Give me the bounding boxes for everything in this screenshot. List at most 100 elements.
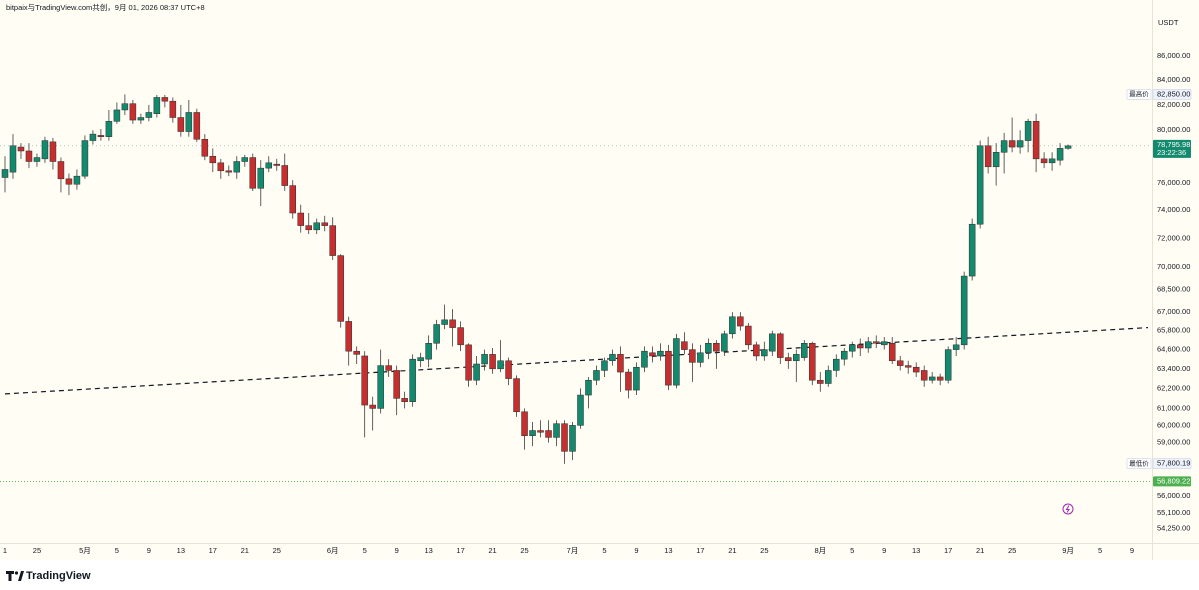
candle-body <box>577 394 584 426</box>
candle-body <box>17 146 25 152</box>
x-tick-label: 7月 <box>567 546 579 555</box>
candle-body <box>489 354 496 370</box>
x-tick-label: 25 <box>33 546 41 555</box>
candle-body <box>928 376 936 381</box>
candle-body <box>105 121 113 137</box>
candle-body <box>401 398 408 402</box>
y-tick-label: 70,000.00 <box>1157 262 1190 271</box>
x-tick-label: 8月 <box>814 546 826 555</box>
candle-body <box>864 341 872 349</box>
candle-body <box>441 319 448 325</box>
logo-dot <box>14 571 19 575</box>
candle-body <box>825 370 832 384</box>
candle-body <box>769 333 776 352</box>
trendline <box>4 327 1149 395</box>
x-tick-label: 25 <box>760 546 768 555</box>
plot-area <box>0 94 1152 482</box>
candle-body <box>689 349 696 363</box>
y-tick-label: 86,000.00 <box>1157 51 1190 60</box>
candle-body <box>1 169 9 178</box>
candle-body <box>617 354 624 373</box>
candle-body <box>49 141 57 162</box>
candle-body <box>361 355 368 406</box>
candle-body <box>393 370 400 399</box>
candle-body <box>497 360 504 370</box>
y-tick-label: 80,000.00 <box>1157 125 1190 134</box>
candle-body <box>681 341 688 350</box>
candle-body <box>968 223 976 277</box>
x-tick-label: 9 <box>1130 546 1134 555</box>
candle-body <box>89 133 97 141</box>
candle-body <box>665 350 672 386</box>
candle-body <box>217 162 225 172</box>
logo-shape <box>6 571 14 581</box>
candle-body <box>161 97 169 102</box>
replay-icon[interactable] <box>1062 503 1074 515</box>
candle-body <box>729 316 736 335</box>
candle-body <box>920 370 928 381</box>
candle-body <box>585 379 592 396</box>
y-tick-label: 65,800.00 <box>1157 326 1190 335</box>
candle-body <box>641 350 648 368</box>
candle-body <box>409 358 416 402</box>
candle-body <box>457 327 464 346</box>
y-tick-label: 82,000.00 <box>1157 100 1190 109</box>
candle-body <box>952 344 960 350</box>
candle-body <box>73 175 81 185</box>
candle-body <box>896 360 904 366</box>
x-tick-label: 21 <box>728 546 736 555</box>
candle-body <box>121 103 129 111</box>
candle-body <box>473 363 480 381</box>
candle-body <box>529 430 536 436</box>
x-tick-label: 9月 <box>1062 546 1074 555</box>
last-price-label: 78,795.98 <box>1157 140 1190 149</box>
candle-body <box>337 255 344 322</box>
candle-body <box>872 341 880 344</box>
candle-body <box>513 378 520 413</box>
y-tick-label: 60,000.00 <box>1157 420 1190 429</box>
candle-body <box>960 275 968 346</box>
candle-body <box>97 135 105 137</box>
x-tick-label: 5 <box>363 546 367 555</box>
y-tick-label: 61,000.00 <box>1157 403 1190 412</box>
chart-title: bitpaix与TradingView.com共创，9月 01, 2026 08… <box>6 2 205 12</box>
x-tick-label: 9 <box>395 546 399 555</box>
candle-body <box>745 325 752 346</box>
candle-body <box>329 225 336 256</box>
candle-body <box>1056 148 1064 161</box>
candle-body <box>880 341 888 346</box>
countdown-label: 23:22:36 <box>1157 148 1186 157</box>
candle-body <box>521 411 528 436</box>
candle-body <box>857 344 864 349</box>
extreme-tag-box <box>1126 89 1152 100</box>
y-tick-label: 63,400.00 <box>1157 364 1190 373</box>
candle-body <box>888 343 896 362</box>
y-tick-label: 72,000.00 <box>1157 233 1190 242</box>
y-tick-label: 76,000.00 <box>1157 178 1190 187</box>
y-tick-label: 67,000.00 <box>1157 307 1190 316</box>
candle-body <box>721 333 728 352</box>
candle-body <box>281 165 288 186</box>
x-tick-label: 25 <box>520 546 528 555</box>
currency-label: USDT <box>1158 18 1179 27</box>
candle-body <box>137 117 145 121</box>
logo-shape <box>18 571 24 581</box>
candle-body <box>537 430 544 433</box>
candle-body <box>657 350 664 357</box>
candle-body <box>353 350 360 355</box>
candle-body <box>569 425 576 452</box>
x-tick-label: 13 <box>177 546 185 555</box>
candle-body <box>984 145 992 168</box>
candle-body <box>113 109 121 122</box>
candle-body <box>713 343 720 352</box>
candle-body <box>1016 140 1024 148</box>
candle-body <box>841 350 848 360</box>
x-tick-label: 21 <box>976 546 984 555</box>
candle-body <box>129 103 137 121</box>
candle-body <box>1032 121 1040 160</box>
candle-body <box>625 371 632 391</box>
x-tick-label: 5 <box>1098 546 1102 555</box>
candle-body <box>801 343 808 358</box>
x-tick-label: 25 <box>1008 546 1016 555</box>
candle-body <box>289 185 296 214</box>
